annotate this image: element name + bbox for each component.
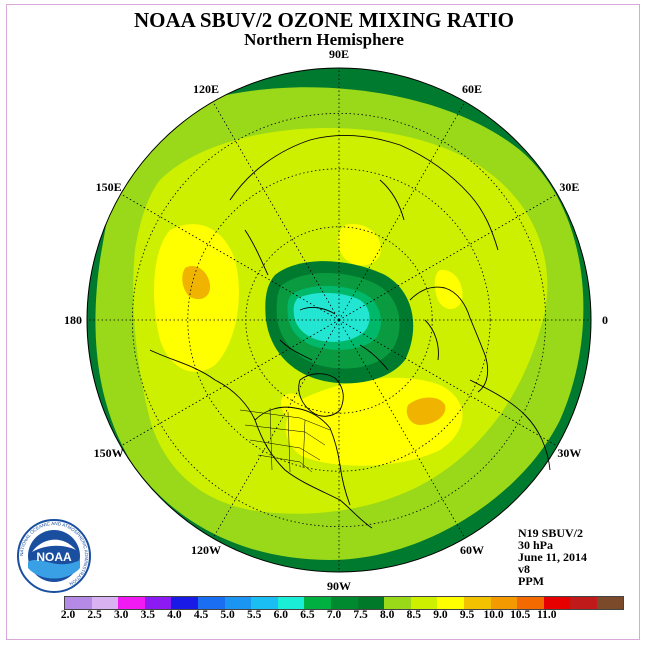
map-disc-outline: [86, 67, 592, 573]
colorbar-tick-label: 10.0: [483, 609, 504, 621]
colorbar-swatch: [118, 597, 145, 609]
colorbar-tick-label: 6.5: [300, 609, 315, 621]
latitude-circle: [187, 168, 491, 472]
latitude-circle: [131, 112, 547, 528]
coastline-africa: [469, 379, 551, 471]
colorbar-swatch: [437, 597, 464, 609]
date-label: June 11, 2014: [518, 550, 588, 564]
longitude-label: 90E: [329, 46, 350, 61]
contour-8-5-asia: [338, 224, 381, 266]
colorbar-tick-label: 7.5: [353, 609, 368, 621]
map-info: N19 SBUV/2 30 hPa June 11, 2014 v8 PPM: [518, 527, 587, 587]
map-subtitle: Northern Hemisphere: [244, 30, 404, 49]
longitude-label: 120W: [191, 542, 221, 557]
colorbar-tick-label: 9.5: [459, 609, 475, 621]
units-label: PPM: [518, 574, 544, 588]
colorbar-tick-label: 5.5: [247, 609, 262, 621]
colorbar-tick-label: 8.5: [406, 609, 421, 621]
colorbar-swatch: [357, 597, 385, 609]
colorbar-swatch: [65, 597, 92, 609]
longitude-label: 180: [64, 312, 82, 327]
colorbar-swatch: [463, 597, 491, 609]
contour-8-5-baffin: [280, 393, 304, 418]
colorbar-tick-label: 3.5: [140, 609, 155, 621]
longitude-label: 30W: [557, 445, 582, 460]
colorbar-tick-label: 7.0: [326, 609, 342, 621]
colorbar: [64, 596, 625, 610]
colorbar-tick-label: 8.0: [380, 609, 395, 621]
colorbar-swatch: [517, 597, 544, 609]
colorbar-swatch: [596, 597, 624, 609]
coastline-north-america: [149, 349, 373, 529]
longitude-label: 90W: [327, 578, 351, 593]
pressure-level-label: 30 hPa: [518, 538, 554, 552]
colorbar-swatch: [224, 597, 252, 609]
colorbar-swatch: [490, 597, 518, 609]
colorbar-tick-label: 5.0: [220, 609, 235, 621]
colorbar-swatch: [197, 597, 225, 609]
contour-9-0-atlantic: [406, 397, 446, 425]
coastline-europe: [409, 286, 489, 393]
contour-9-0-pacific: [182, 265, 211, 300]
longitude-label: 0: [602, 312, 608, 327]
colorbar-tick-label: 2.5: [87, 609, 102, 621]
colorbar-tick-label: 4.0: [167, 609, 182, 621]
instrument-label: N19 SBUV/2: [518, 526, 584, 540]
longitude-label: 150E: [95, 179, 122, 194]
colorbar-swatch: [171, 597, 198, 609]
longitude-label: 150W: [93, 445, 124, 460]
version-label: v8: [518, 562, 530, 576]
longitude-label: 30E: [559, 179, 580, 194]
noaa-logo: NOAA NATIONAL OCEANIC AND ATMOSPHERIC AD…: [17, 519, 91, 593]
colorbar-tick-label: 4.5: [193, 609, 209, 621]
colorbar-tick-label: 6.0: [273, 609, 288, 621]
noaa-logo-text: NOAA: [36, 550, 72, 564]
colorbar-swatch: [570, 597, 597, 609]
coastline-asia: [229, 134, 499, 276]
coastline-arctic-islands: [279, 307, 389, 371]
longitude-label: 60W: [460, 542, 484, 557]
coastlines: [149, 134, 551, 529]
longitude-label: 120E: [193, 82, 220, 97]
colorbar-swatch: [91, 597, 119, 609]
map-title: NOAA SBUV/2 OZONE MIXING RATIO: [134, 8, 514, 32]
colorbar-swatch: [304, 597, 331, 609]
colorbar-swatch: [543, 597, 571, 609]
colorbar-swatch: [384, 597, 411, 609]
colorbar-tick-label: 10.5: [510, 609, 531, 621]
colorbar-tick-label: 2.0: [60, 609, 76, 621]
colorbar-swatch: [330, 597, 358, 609]
colorbar-tick-label: 9.0: [433, 609, 448, 621]
graticule: [87, 68, 591, 572]
colorbar-ticks: 2.0 2.5 3.0 3.5 4.0 4.5 5.0 5.5 6.0 6.5 7.0 7.5 8.0 8…: [0, 609, 648, 623]
coastline-greenland: [298, 373, 344, 417]
colorbar-swatch: [251, 597, 278, 609]
contour-5-5-polar: [293, 292, 370, 342]
longitude-label: 60E: [462, 82, 483, 97]
figure-border: [6, 4, 640, 640]
colorbar-swatch: [410, 597, 438, 609]
colorbar-tick-label: 11.0: [537, 609, 557, 621]
colorbar-tick-label: 3.0: [114, 609, 129, 621]
colorbar-swatch: [144, 597, 172, 609]
colorbar-swatch: [277, 597, 305, 609]
us-state-boundaries: [239, 407, 331, 473]
